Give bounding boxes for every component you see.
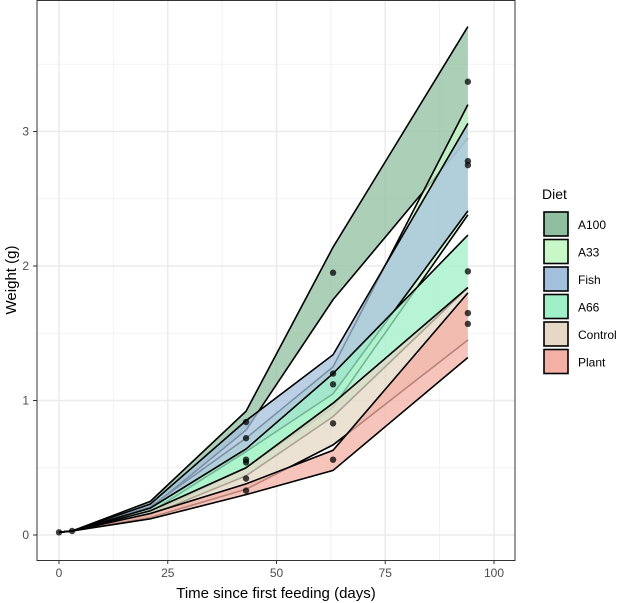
- y-axis-title: Weight (g): [3, 246, 20, 315]
- legend-label-plant: Plant: [578, 356, 606, 370]
- data-point-control: [329, 420, 337, 427]
- legend-label-a66: A66: [578, 301, 600, 315]
- x-tick-label: 50: [270, 566, 284, 580]
- data-point-fish: [329, 370, 337, 377]
- y-tick-label: 2: [22, 259, 29, 273]
- data-point-plant: [329, 456, 337, 463]
- ribbon-plant: [59, 292, 468, 533]
- legend-label-a33: A33: [578, 246, 600, 260]
- data-point-a100: [68, 527, 76, 535]
- y-tick-label: 0: [22, 528, 29, 542]
- legend-label-a100: A100: [578, 218, 606, 232]
- x-tick-label: 100: [484, 566, 504, 580]
- data-point-a66: [329, 381, 337, 388]
- data-point-a66: [242, 459, 250, 466]
- y-tick-label: 3: [22, 125, 29, 139]
- data-point-a100: [329, 269, 337, 276]
- legend-key-a100: [543, 211, 569, 237]
- data-point-plant: [242, 487, 250, 494]
- y-axis: 0 1 2 3: [22, 125, 37, 542]
- data-point-control: [464, 309, 472, 317]
- legend-title: Diet: [542, 186, 567, 202]
- data-point-fish: [464, 161, 472, 169]
- x-axis: 0 25 50 75 100: [56, 560, 504, 580]
- x-tick-label: 0: [56, 566, 63, 580]
- x-tick-label: 25: [161, 566, 175, 580]
- legend-key-control: [543, 321, 569, 347]
- legend-key-fish: [543, 266, 569, 292]
- legend-key-a66: [543, 293, 569, 320]
- x-tick-label: 75: [379, 566, 393, 580]
- points: [55, 78, 472, 536]
- x-axis-title: Time since first feeding (days): [176, 585, 376, 602]
- legend-key-plant: [543, 348, 569, 375]
- y-tick-label: 1: [22, 394, 29, 408]
- data-point-a100: [464, 78, 472, 85]
- data-point-plant: [464, 320, 472, 328]
- legend-label-control: Control: [578, 328, 617, 342]
- data-point-fish: [242, 434, 250, 442]
- legend-key-a33: [543, 238, 569, 265]
- data-point-control: [242, 475, 250, 482]
- data-point-a100: [55, 529, 63, 536]
- legend: Diet A100 A33 Fish A66 Control Plant: [542, 186, 617, 375]
- data-point-a66: [464, 268, 472, 275]
- legend-label-fish: Fish: [578, 273, 601, 287]
- data-point-a100: [242, 418, 250, 426]
